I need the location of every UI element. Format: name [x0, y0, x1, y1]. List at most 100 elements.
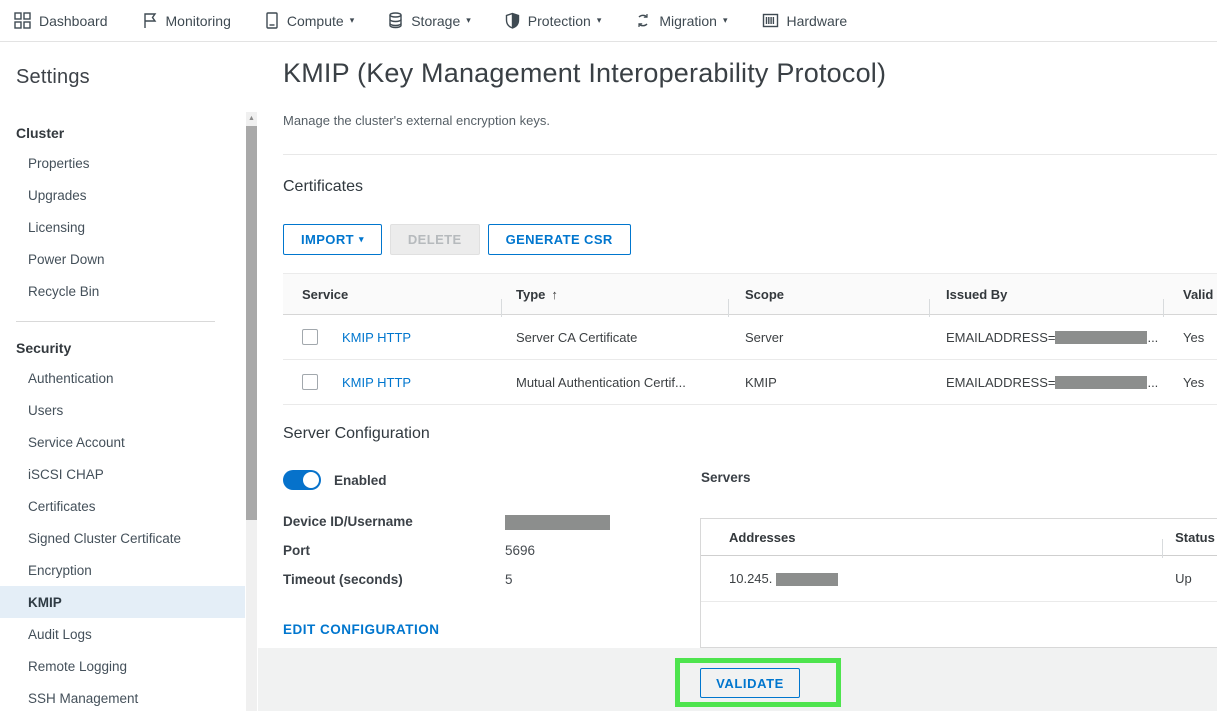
nav-item-dashboard[interactable]: Dashboard: [14, 12, 108, 29]
sidebar-item-label: Audit Logs: [28, 626, 92, 642]
sidebar-item-label: KMIP: [28, 594, 62, 610]
field-label: Device ID/Username: [283, 514, 413, 529]
import-button[interactable]: IMPORT ▾: [283, 224, 382, 255]
row-checkbox[interactable]: [302, 374, 318, 390]
sidebar-item-ssh-management[interactable]: SSH Management: [0, 682, 245, 714]
sidebar-item-signed-cluster-certificate[interactable]: Signed Cluster Certificate: [0, 522, 245, 554]
scrollbar-thumb[interactable]: [246, 126, 257, 520]
field-value: 5696: [505, 543, 536, 558]
servers-table-header: Addresses Status: [701, 519, 1217, 558]
cell-valid: Yes: [1183, 329, 1205, 345]
cell-issued-by: EMAILADDRESS= ...: [929, 375, 1163, 390]
certificates-section-title: Certificates: [283, 178, 364, 195]
certificates-table-header: Service Type ↑ Scope Issued By Valid: [283, 273, 1217, 317]
config-field-timeout: Timeout (seconds) 5: [283, 572, 703, 587]
cell-status: Up: [1175, 571, 1192, 586]
chevron-down-icon: ▾: [596, 15, 602, 25]
sidebar-item-authentication[interactable]: Authentication: [0, 362, 245, 394]
row-checkbox[interactable]: [302, 329, 318, 345]
certificate-service-link[interactable]: KMIP HTTP: [342, 374, 412, 390]
scrollbar-up-arrow-icon[interactable]: ▲: [246, 112, 257, 126]
sidebar-item-label: iSCSI CHAP: [28, 466, 104, 482]
redaction-box: [776, 573, 838, 587]
redaction-box: [1055, 375, 1148, 389]
sidebar-item-label: Signed Cluster Certificate: [28, 530, 182, 546]
page-subtitle: Manage the cluster's external encryption…: [283, 113, 550, 128]
sidebar-item-upgrades[interactable]: Upgrades: [0, 179, 245, 211]
column-header-addresses[interactable]: Addresses: [701, 530, 1162, 545]
sort-ascending-icon: ↑: [551, 286, 558, 302]
field-value: 5: [505, 572, 513, 587]
top-navigation: Dashboard Monitoring Compute ▾ Storage ▾: [0, 0, 1217, 42]
sidebar-item-licensing[interactable]: Licensing: [0, 211, 245, 243]
field-label: Port: [283, 543, 310, 558]
column-label: Service: [302, 286, 349, 302]
delete-button[interactable]: DELETE: [389, 224, 480, 255]
nav-item-compute[interactable]: Compute ▾: [265, 12, 354, 29]
validate-button[interactable]: VALIDATE: [700, 668, 800, 698]
issued-by-prefix: EMAILADDRESS=: [946, 374, 1056, 390]
nav-item-migration[interactable]: Migration ▾: [635, 12, 728, 29]
column-header-status[interactable]: Status: [1162, 530, 1217, 558]
enabled-toggle[interactable]: [283, 470, 321, 490]
sidebar-item-service-account[interactable]: Service Account: [0, 426, 245, 458]
servers-section-title: Servers: [701, 470, 751, 485]
migration-icon: [635, 12, 651, 29]
sidebar-item-power-down[interactable]: Power Down: [0, 243, 245, 275]
sidebar-section-cluster: Cluster Properties Upgrades Licensing Po…: [0, 125, 245, 307]
sidebar-item-recycle-bin[interactable]: Recycle Bin: [0, 275, 245, 307]
column-header-type[interactable]: Type ↑: [501, 286, 728, 317]
nav-item-hardware[interactable]: Hardware: [762, 12, 848, 29]
servers-table: Addresses Status 10.245. Up: [700, 518, 1217, 648]
section-label-security: Security: [16, 340, 72, 356]
sidebar-item-label: Power Down: [28, 251, 105, 267]
server-config-section-title: Server Configuration: [283, 425, 430, 442]
sidebar-item-label: Recycle Bin: [28, 283, 100, 299]
table-row: KMIP HTTP Server CA Certificate Server E…: [283, 315, 1217, 360]
sidebar-item-kmip[interactable]: KMIP: [0, 586, 245, 618]
sidebar-item-label: Authentication: [28, 370, 114, 386]
generate-csr-button[interactable]: GENERATE CSR: [487, 224, 631, 255]
sidebar-scrollbar[interactable]: ▲: [246, 112, 257, 711]
edit-configuration-link[interactable]: EDIT CONFIGURATION: [283, 622, 440, 637]
certificate-service-link[interactable]: KMIP HTTP: [342, 329, 412, 345]
column-header-issued-by[interactable]: Issued By: [929, 287, 1163, 317]
nav-item-label: Hardware: [786, 12, 848, 29]
sidebar-item-label: Users: [28, 402, 64, 418]
storage-icon: [388, 12, 403, 29]
address-prefix: 10.245.: [729, 570, 773, 586]
column-label: Scope: [745, 286, 785, 302]
import-button-label: IMPORT: [301, 232, 354, 247]
sidebar-section-security: Security Authentication Users Service Ac…: [0, 340, 245, 714]
sidebar-item-audit-logs[interactable]: Audit Logs: [0, 618, 245, 650]
sidebar-item-label: Remote Logging: [28, 658, 128, 674]
column-header-valid[interactable]: Valid: [1163, 286, 1217, 317]
redaction-box: [1055, 330, 1148, 344]
sidebar-item-label: Licensing: [28, 219, 86, 235]
column-header-scope[interactable]: Scope: [728, 286, 929, 317]
protection-shield-icon: [505, 12, 520, 29]
config-field-device-id: Device ID/Username: [283, 514, 703, 530]
issued-by-prefix: EMAILADDRESS=: [946, 329, 1056, 345]
column-header-service[interactable]: Service: [283, 287, 501, 302]
chevron-down-icon: ▾: [349, 15, 355, 25]
nav-item-label: Monitoring: [165, 12, 231, 29]
column-label: Valid: [1183, 286, 1214, 302]
sidebar-item-iscsi-chap[interactable]: iSCSI CHAP: [0, 458, 245, 490]
sidebar-item-label: Upgrades: [28, 187, 87, 203]
nav-item-protection[interactable]: Protection ▾: [505, 12, 602, 29]
sidebar-item-certificates[interactable]: Certificates: [0, 490, 245, 522]
hardware-icon: [762, 12, 779, 29]
sidebar-item-users[interactable]: Users: [0, 394, 245, 426]
nav-item-monitoring[interactable]: Monitoring: [142, 12, 231, 29]
sidebar-item-properties[interactable]: Properties: [0, 147, 245, 179]
redaction-box: [505, 514, 610, 530]
issued-by-ellipsis: ...: [1147, 329, 1159, 345]
nav-item-storage[interactable]: Storage ▾: [388, 12, 471, 29]
nav-item-label: Storage: [411, 12, 461, 29]
enabled-toggle-row: Enabled: [283, 470, 387, 490]
column-label: Addresses: [729, 529, 796, 545]
sidebar-item-encryption[interactable]: Encryption: [0, 554, 245, 586]
sidebar-item-remote-logging[interactable]: Remote Logging: [0, 650, 245, 682]
header-divider: [283, 154, 1217, 155]
